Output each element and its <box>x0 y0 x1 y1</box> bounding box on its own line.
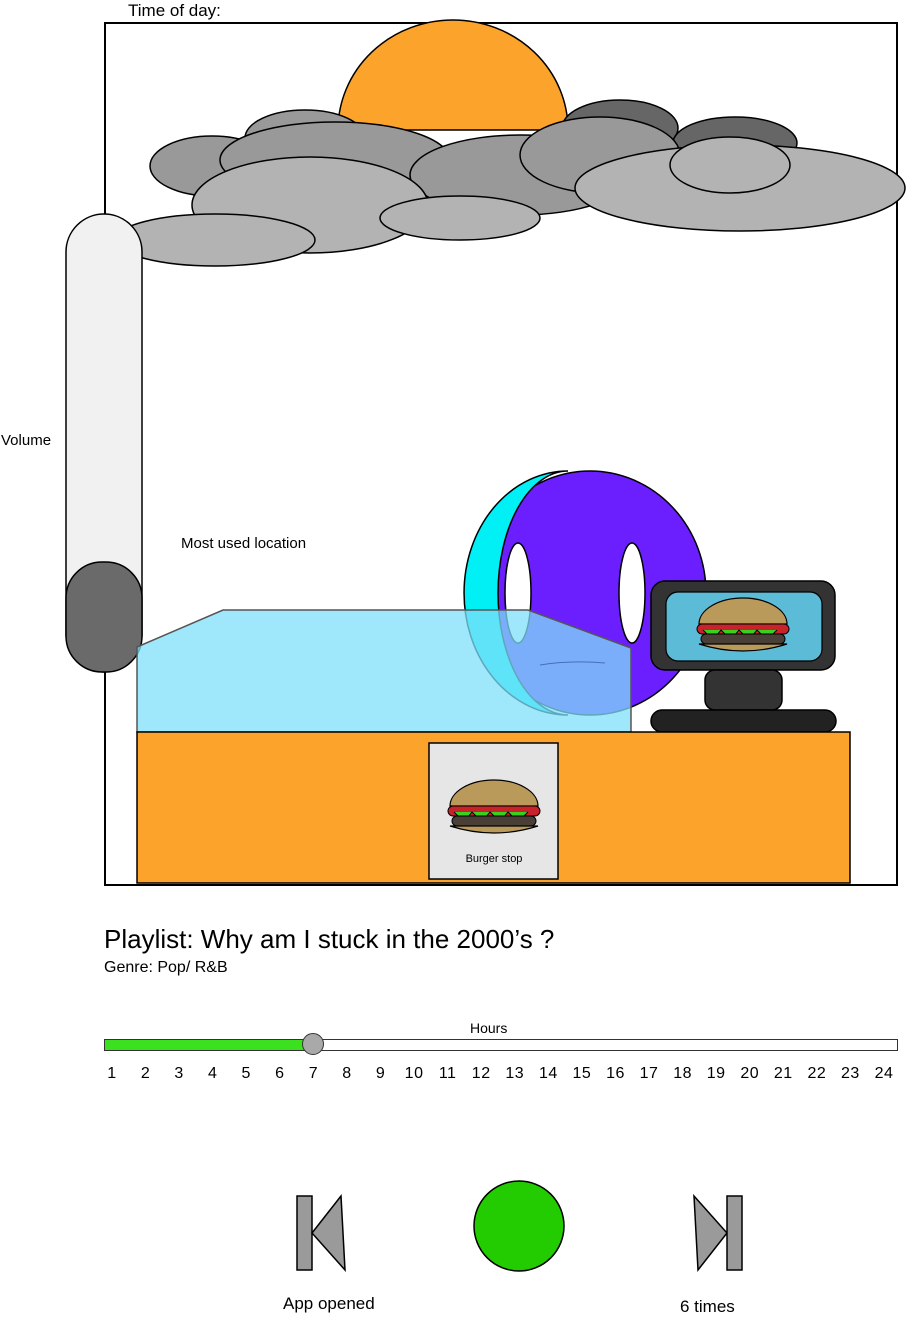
hour-tick-label: 17 <box>639 1065 659 1082</box>
hours-slider-track[interactable] <box>104 1039 898 1051</box>
hour-tick-label: 6 <box>275 1065 285 1082</box>
skip-next-icon[interactable] <box>693 1193 743 1273</box>
times-caption: 6 times <box>680 1297 735 1316</box>
hours-label: Hours <box>470 1020 508 1036</box>
volume-slider-level <box>65 561 143 673</box>
burger-icon <box>447 779 541 834</box>
burger-icon <box>696 597 790 652</box>
playlist-genre: Genre: Pop/ R&B <box>104 959 228 976</box>
hour-tick-label: 22 <box>807 1065 827 1082</box>
playlist-title: Playlist: Why am I stuck in the 2000’s ? <box>104 924 555 954</box>
hour-tick-label: 18 <box>673 1065 692 1082</box>
hour-tick-label: 21 <box>773 1065 793 1082</box>
hour-tick-label: 13 <box>505 1065 525 1082</box>
hours-slider-fill <box>105 1040 315 1050</box>
play-circle-icon[interactable] <box>473 1180 565 1272</box>
hour-tick-label: 2 <box>140 1065 151 1082</box>
hour-tick-label: 9 <box>375 1065 386 1082</box>
hour-tick-label: 10 <box>404 1065 424 1082</box>
time-of-day-label: Time of day: <box>128 1 221 20</box>
hour-tick-label: 24 <box>874 1065 894 1082</box>
mascot-eye <box>618 542 646 644</box>
hour-tick-label: 4 <box>207 1065 218 1082</box>
most-used-location-label: Most used location <box>181 535 307 552</box>
app-opened-caption: App opened <box>283 1294 375 1313</box>
glass-display-case <box>136 609 632 733</box>
hour-tick-label: 23 <box>841 1065 860 1082</box>
sign-text: Burger stop <box>465 853 523 865</box>
hours-slider-thumb[interactable] <box>302 1033 325 1055</box>
hour-tick-label: 15 <box>572 1065 592 1082</box>
hour-tick-label: 14 <box>538 1065 558 1082</box>
sun-icon <box>337 19 569 131</box>
hour-tick-label: 19 <box>706 1065 726 1082</box>
hour-tick-label: 5 <box>241 1065 251 1082</box>
volume-label: Volume <box>1 432 52 449</box>
hour-tick-label: 11 <box>438 1065 457 1082</box>
skip-previous-icon[interactable] <box>296 1193 346 1273</box>
hour-tick-label: 16 <box>606 1065 625 1082</box>
hour-tick-label: 12 <box>471 1065 491 1082</box>
hour-tick-label: 8 <box>342 1065 352 1082</box>
hour-tick-label: 7 <box>308 1065 319 1082</box>
hour-tick-label: 3 <box>174 1065 184 1082</box>
hour-tick-label: 20 <box>740 1065 760 1082</box>
cloud-icon <box>114 136 906 267</box>
hour-tick-label: 1 <box>107 1065 117 1082</box>
